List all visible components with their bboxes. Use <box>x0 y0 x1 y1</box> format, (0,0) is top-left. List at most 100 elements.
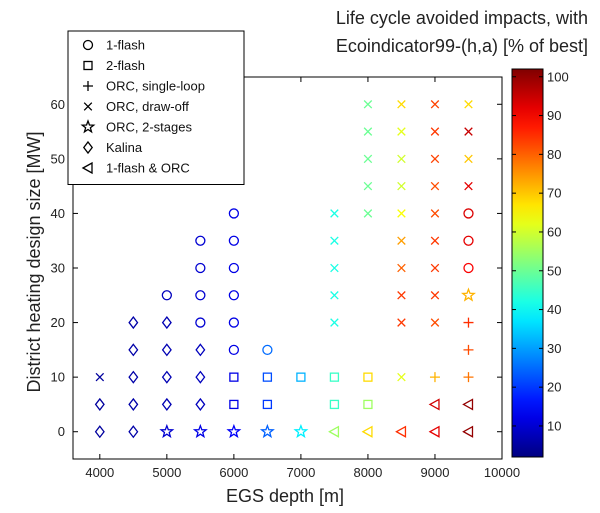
data-point-diamond <box>94 425 105 439</box>
colorbar-title-line-1: Life cycle avoided impacts, with <box>336 8 588 28</box>
data-point-x <box>363 181 373 191</box>
data-point-x <box>430 127 440 136</box>
data-point-circle <box>161 290 172 301</box>
colorbar-title-line-2: Ecoindicator99-(h,a) [% of best] <box>336 36 588 56</box>
data-point-star <box>226 423 242 439</box>
colorbar-tick-label: 50 <box>547 263 561 278</box>
data-point-triangle-left <box>462 425 474 438</box>
y-tick-label: 20 <box>51 315 65 330</box>
data-point-circle <box>463 235 474 246</box>
data-point-diamond <box>161 397 172 411</box>
data-point-square <box>363 372 373 382</box>
plot-area: 4000 5000 6000 7000 8000 9000 10000 0 10 20 30 40 5… <box>51 76 520 480</box>
data-point-diamond <box>94 397 105 412</box>
data-point-x <box>330 236 339 245</box>
data-point-x <box>430 181 440 191</box>
y-tick-label: 60 <box>51 97 65 112</box>
data-point-triangle-left <box>395 425 407 438</box>
x-tick-label: 9000 <box>421 465 450 480</box>
data-point-plus <box>429 372 440 383</box>
data-point-star <box>259 423 275 439</box>
x-tick-label: 8000 <box>353 465 382 480</box>
data-point-diamond <box>128 370 139 384</box>
legend-marker-plus <box>83 81 93 91</box>
data-point-circle <box>228 317 240 328</box>
data-point-x <box>464 181 473 191</box>
data-point-square <box>296 372 306 382</box>
data-point-x <box>430 100 440 109</box>
data-point-square <box>329 399 340 410</box>
data-point-x <box>363 100 373 109</box>
data-point-circle <box>195 262 206 274</box>
data-point-triangle-left <box>462 398 474 411</box>
data-point-circle <box>195 317 206 328</box>
data-point-star <box>460 287 476 302</box>
y-axis: 0 10 20 30 40 50 60 <box>51 97 502 439</box>
data-point-x <box>464 154 473 164</box>
y-axis-label: District heating design size [MW] <box>24 131 44 392</box>
colorbar-tick-label: 10 <box>547 418 561 433</box>
data-point-x <box>397 127 406 136</box>
data-point-circle <box>195 290 206 301</box>
data-point-star <box>192 423 208 439</box>
data-point-x <box>430 291 440 300</box>
data-point-star <box>159 423 175 439</box>
data-point-triangle-left <box>428 425 440 438</box>
legend-marker-x <box>83 102 93 111</box>
legend-label: ORC, draw-off <box>106 99 189 114</box>
data-point-triangle-left <box>328 425 340 438</box>
legend-label: Kalina <box>106 140 143 155</box>
legend-marker-square <box>83 60 93 71</box>
data-point-triangle-left <box>361 425 373 438</box>
data-point-square <box>262 399 273 410</box>
data-point-plus <box>463 372 474 383</box>
data-point-x <box>397 372 406 382</box>
y-tick-label: 30 <box>51 261 65 276</box>
data-point-plus <box>463 344 474 355</box>
x-axis-label: EGS depth [m] <box>226 486 344 506</box>
x-tick-label: 6000 <box>219 465 248 480</box>
y-tick-label: 0 <box>58 424 65 439</box>
data-point-diamond <box>161 370 172 384</box>
data-point-x <box>330 291 339 300</box>
data-point-x <box>430 209 440 218</box>
colorbar-gradient <box>511 68 544 458</box>
data-point-square <box>262 372 273 382</box>
data-point-x <box>397 100 406 109</box>
data-point-diamond <box>195 343 206 357</box>
data-point-diamond <box>128 316 139 330</box>
data-point-x <box>330 263 339 273</box>
data-point-x <box>430 263 440 273</box>
colorbar-tick-label: 70 <box>547 186 561 201</box>
data-point-x <box>430 318 440 327</box>
data-point-diamond <box>128 425 139 439</box>
data-point-square <box>329 372 340 382</box>
colorbar-tick-label: 40 <box>547 302 561 317</box>
legend-marker-star <box>80 119 96 134</box>
colorbar-tick-label: 90 <box>547 108 561 123</box>
data-point-circle <box>228 290 240 301</box>
data-point-x <box>464 127 473 136</box>
data-point-x <box>363 209 373 218</box>
data-point-square <box>363 399 373 410</box>
colorbar-tick-label: 20 <box>547 380 561 395</box>
colorbar-tick-label: 100 <box>547 69 569 84</box>
x-tick-label: 5000 <box>152 465 181 480</box>
data-point-circle <box>262 344 273 356</box>
data-point-square <box>229 399 239 410</box>
data-point-diamond <box>161 316 172 330</box>
y-tick-label: 40 <box>51 206 65 221</box>
colorbar: 10 20 30 40 50 60 70 80 90 100 <box>511 68 569 458</box>
data-point-x <box>330 318 339 327</box>
data-point-diamond <box>195 370 206 384</box>
data-point-x <box>430 236 440 245</box>
data-point-x <box>397 263 406 273</box>
y-tick-label: 10 <box>51 370 65 385</box>
legend-label: 1-flash & ORC <box>106 161 190 176</box>
legend-label: ORC, single-loop <box>106 79 205 94</box>
data-point-x <box>397 291 406 300</box>
legend-label: 2-flash <box>106 58 145 73</box>
data-marks <box>94 100 476 439</box>
colorbar-tick-label: 30 <box>547 341 561 356</box>
